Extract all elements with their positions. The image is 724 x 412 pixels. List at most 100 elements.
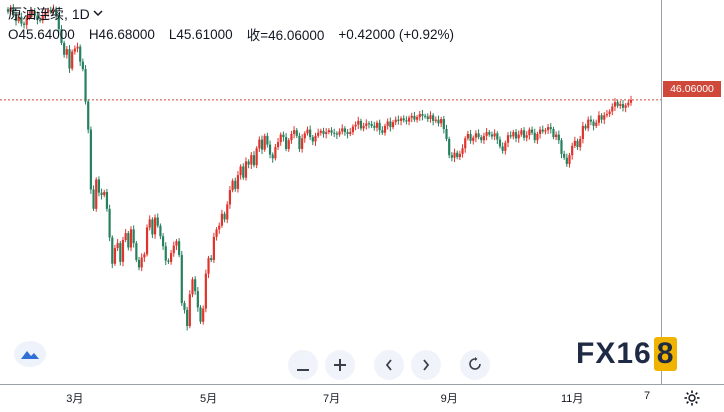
candle xyxy=(132,225,135,248)
candle xyxy=(204,269,207,313)
candle xyxy=(381,126,384,135)
candle xyxy=(14,11,18,26)
symbol-title[interactable]: 原油连续 , 1D xyxy=(8,4,103,24)
candle xyxy=(89,126,92,194)
chevron-left-icon xyxy=(385,355,393,376)
candle xyxy=(378,119,381,135)
candle xyxy=(247,159,250,169)
scroll-left-button[interactable] xyxy=(374,350,404,380)
candle xyxy=(81,58,84,72)
candle xyxy=(383,123,387,136)
candle xyxy=(140,253,143,272)
candle xyxy=(79,44,82,67)
scroll-right-button[interactable] xyxy=(411,350,441,380)
candle xyxy=(234,177,237,192)
candle xyxy=(407,115,411,126)
candle xyxy=(6,7,10,14)
candle xyxy=(151,217,154,239)
low-value: L45.61000 xyxy=(168,26,233,42)
candle xyxy=(579,135,582,151)
candle xyxy=(434,116,437,124)
candle xyxy=(52,4,55,15)
x-tick-label: 7 xyxy=(643,390,651,402)
gear-icon[interactable] xyxy=(683,389,701,407)
candle xyxy=(461,144,464,158)
candle xyxy=(57,13,60,34)
candle xyxy=(148,215,151,231)
candle xyxy=(557,130,560,144)
x-tick-label: 11月 xyxy=(560,393,584,405)
candle xyxy=(627,99,630,108)
candle xyxy=(33,8,36,20)
candle xyxy=(394,116,397,126)
candle xyxy=(338,128,341,137)
candle xyxy=(191,277,194,298)
candle xyxy=(485,128,488,141)
candle xyxy=(488,129,491,137)
candle xyxy=(314,132,317,146)
reset-chart-button[interactable] xyxy=(460,350,490,380)
candle xyxy=(528,127,531,140)
candle xyxy=(597,111,601,126)
candle xyxy=(445,124,448,142)
candle xyxy=(421,109,424,121)
candle xyxy=(619,100,622,109)
candle xyxy=(437,115,440,127)
x-tick-label: 5月 xyxy=(199,393,218,405)
chevron-down-icon[interactable] xyxy=(93,9,103,20)
candle xyxy=(611,103,614,116)
candle xyxy=(458,150,461,160)
logo-eight: 8 xyxy=(653,337,678,371)
zoom-in-button[interactable] xyxy=(325,350,355,380)
x-tick-label: 7月 xyxy=(322,393,341,405)
candle xyxy=(346,128,349,139)
candle xyxy=(311,134,314,146)
candle xyxy=(442,115,445,134)
candle xyxy=(199,305,202,324)
candle xyxy=(178,238,181,258)
candle xyxy=(370,120,373,129)
candle xyxy=(113,244,117,266)
candle xyxy=(76,42,79,53)
candle xyxy=(252,151,256,168)
candle xyxy=(397,115,400,125)
candle xyxy=(287,138,290,152)
candle xyxy=(137,256,141,271)
candle xyxy=(466,130,469,141)
candle xyxy=(568,153,571,168)
candle xyxy=(341,124,344,135)
candle xyxy=(103,189,106,198)
zoom-out-button[interactable] xyxy=(288,350,318,380)
candle xyxy=(49,6,52,14)
candle xyxy=(95,177,98,212)
candle xyxy=(432,113,435,126)
candle xyxy=(127,230,130,251)
candle xyxy=(47,7,50,17)
candle xyxy=(210,254,213,263)
candle xyxy=(530,126,534,135)
candle xyxy=(512,129,515,140)
candle xyxy=(621,99,625,112)
candle xyxy=(522,127,526,141)
candle xyxy=(212,232,215,263)
candle xyxy=(223,211,226,223)
cloud-icon[interactable] xyxy=(14,341,46,367)
candle xyxy=(469,129,472,144)
candle xyxy=(317,128,320,139)
candle xyxy=(207,255,210,279)
candle xyxy=(624,103,627,113)
candle xyxy=(389,117,392,132)
candle xyxy=(509,131,512,139)
candle xyxy=(68,45,71,73)
candle xyxy=(194,276,197,295)
candle xyxy=(576,138,579,151)
candle xyxy=(573,136,576,149)
candle xyxy=(365,119,368,130)
open-value: O45.64000 xyxy=(8,26,75,42)
candle xyxy=(111,235,114,269)
candle xyxy=(239,164,242,180)
candle xyxy=(186,306,189,331)
chevron-right-icon xyxy=(422,355,430,376)
